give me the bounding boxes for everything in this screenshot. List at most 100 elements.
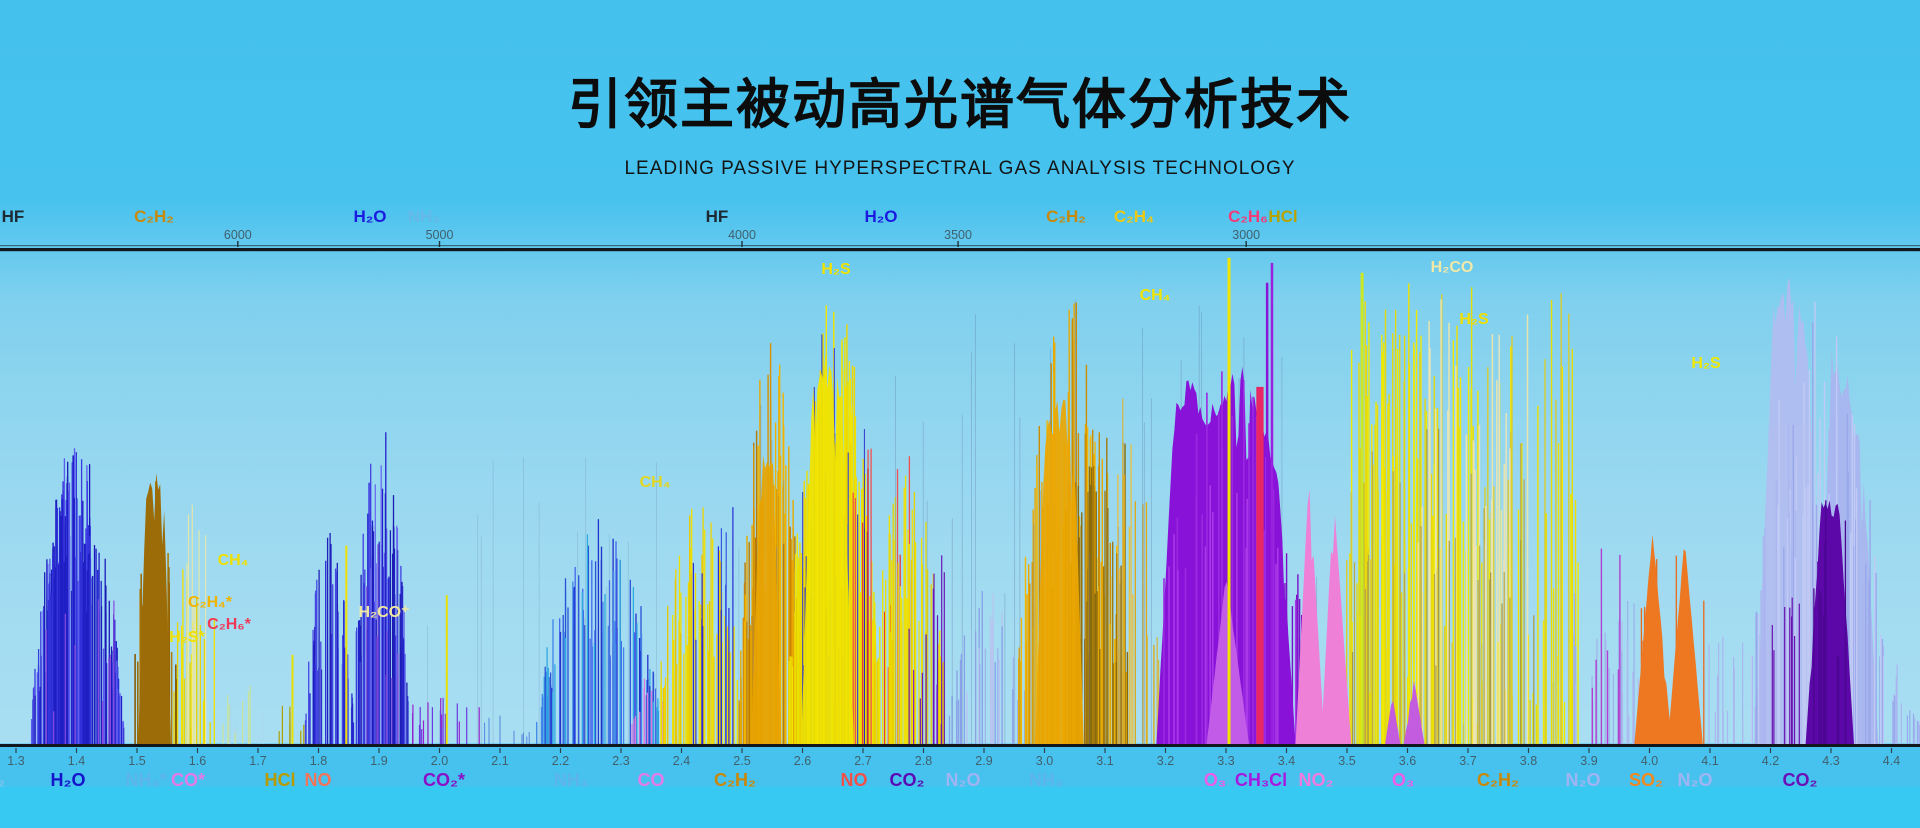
inplot-molecule-label: CH₄ [218,552,249,569]
bottom-molecule-label: O₃ [1392,770,1414,790]
spectral-band [484,715,530,744]
wavelength-tick-label: 4.0 [1641,754,1658,768]
bottom-molecule-labels: O₂ H₂O NH₃*CO* HCl NO CO₂* NH₃ CO C₂H₂ NO CO₂ N₂O NH… [0,770,1818,790]
wavenumber-tick-label: 3000 [1232,228,1260,242]
wavenumber-tick-label: 4000 [728,228,756,242]
wavelength-tick-label: 3.1 [1096,754,1113,768]
inplot-molecule-labels: H₂S CH₄ H₂CO H₂S H₂S CH₄ CH₄ C₂H₄* C₂H₆*H₂S* H₂CO… [169,259,1721,646]
wavelength-tick-label: 3.0 [1036,754,1053,768]
wavenumber-tick-label: 6000 [224,228,252,242]
top-molecule-label: C₂H₆ [1228,207,1268,226]
spectral-blob [1295,489,1325,744]
inplot-molecule-label: H₂S [1459,311,1489,328]
wavelength-tick-label: 4.3 [1822,754,1839,768]
bottom-molecule-label: NH₃ [1029,770,1063,790]
spectral-band [1879,645,1920,744]
bottom-molecule-label: CO* [171,770,205,790]
wavelength-tick-label: 3.4 [1278,754,1295,768]
bottom-molecule-label: O₃ [1204,770,1226,790]
top-axis-ticks: 6000 5000 4000 3500 3000 [224,228,1260,247]
bottom-molecule-label: CO [638,770,665,790]
spectral-blob [138,472,171,744]
inplot-molecule-label: C₂H₆* [207,616,251,633]
spectral-band [1771,597,1800,744]
spectral-band [47,452,94,744]
bottom-molecule-label: HCl [265,770,296,790]
wavelength-tick-label: 2.4 [673,754,690,768]
spectral-band [1573,593,1639,744]
banner-title: 引领主被动高光谱气体分析技术 [568,75,1352,135]
wavelength-tick-label: 1.8 [310,754,327,768]
top-molecule-label: H₂O [353,207,386,226]
spectral-band [426,457,740,744]
bottom-molecule-label: NO [841,770,868,790]
spectral-blob [1403,680,1425,744]
wavelength-tick-label: 4.2 [1762,754,1779,768]
wavelength-tick-label: 1.6 [189,754,206,768]
top-molecule-label: HF [2,207,25,226]
wavelength-tick-label: 1.9 [370,754,387,768]
bottom-molecule-label: N₂O [1678,770,1713,790]
wavelength-tick-label: 2.1 [491,754,508,768]
wavelength-tick-label: 3.5 [1338,754,1355,768]
spectral-band [45,599,115,744]
spectral-blob [1667,549,1703,744]
wavelength-tick-label: 2.7 [854,754,871,768]
inplot-molecule-label: CH₄ [1140,287,1171,304]
bottom-molecule-label: O₂ [0,770,5,790]
top-axis-shadow-line [0,245,1920,247]
bottom-molecule-label: NH₃ [554,770,588,790]
wavelength-tick-label: 3.8 [1520,754,1537,768]
bottom-molecule-label: SO₂ [1629,770,1663,790]
spectral-band [186,504,207,744]
wavelength-tick-label: 3.7 [1459,754,1476,768]
spectra-layer [30,257,1920,744]
spectral-band [948,591,1031,744]
spectral-rect [1256,386,1264,744]
spectral-blob [1035,399,1084,744]
bottom-molecule-label: C₂H₂ [714,770,756,790]
spectral-blob [1385,700,1401,744]
top-molecule-label: C₂H₄ [1114,207,1154,226]
spectral-band [222,685,264,744]
spectral-blob [1634,534,1672,744]
bottom-molecule-label: CO₂ [1783,770,1818,790]
wavelength-tick-label: 3.6 [1399,754,1416,768]
spectral-band [1708,636,1756,744]
wavenumber-tick-label: 5000 [426,228,454,242]
wavelength-tick-label: 2.9 [975,754,992,768]
inplot-molecule-label: H₂S [821,261,851,278]
axes [0,245,1920,747]
wavelength-tick-label: 2.5 [733,754,750,768]
spectral-band [355,432,409,744]
inplot-molecule-label: H₂S* [169,629,205,646]
spectral-band [412,697,480,744]
wavelength-tick-label: 1.7 [249,754,266,768]
spectral-band [660,507,742,744]
wavelength-tick-label: 2.2 [552,754,569,768]
bottom-molecule-label: NO [305,770,332,790]
spectral-band [692,507,734,744]
top-axis-line [0,248,1920,252]
spectral-blob [1321,514,1352,744]
top-molecule-label: C₂H₂ [134,207,174,226]
wavelength-tick-label: 2.8 [915,754,932,768]
bottom-molecule-label: NO₂ [1299,770,1334,790]
spectral-band [1351,428,1535,744]
inplot-molecule-label: C₂H₄* [188,594,233,611]
wavelength-tick-label: 4.1 [1701,754,1718,768]
top-molecule-label: NH₃ [408,207,440,226]
bottom-molecule-label: H₂O [51,770,86,790]
inplot-molecule-label: H₂CO [1431,259,1474,276]
bottom-molecule-label: CO₂* [423,770,465,790]
spectral-band [304,533,355,744]
bottom-molecule-label: CO₂ [890,770,925,790]
top-molecule-label: H₂O [864,207,897,226]
wavelength-tick-label: 2.6 [794,754,811,768]
bottom-molecule-label: C₂H₂ [1477,770,1519,790]
inplot-molecule-label: H₂CO⁺ [358,604,409,621]
top-molecule-labels: HF C₂H₂ H₂O NH₃ HF H₂O C₂H₂ C₂H₄ C₂H₆ HCl [2,207,1298,226]
spectral-band [1591,548,1621,744]
top-molecule-label: HF [706,207,729,226]
